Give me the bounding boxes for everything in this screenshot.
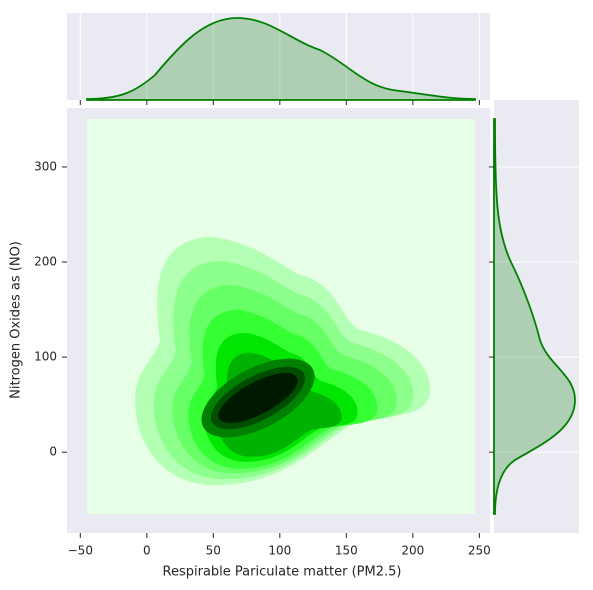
density-contours <box>135 237 430 485</box>
contour-level <box>218 372 298 424</box>
x-tick-label: −50 <box>68 544 93 558</box>
right-margin-axes <box>494 100 579 533</box>
x-axis-label: Respirable Pariculate matter (PM2.5) <box>163 565 402 580</box>
x-tick-label: 0 <box>143 544 151 558</box>
y-tick-label: 200 <box>34 255 57 269</box>
top-margin-axes <box>67 13 490 100</box>
y-tick-label: 0 <box>49 445 57 459</box>
x-tick-label: 50 <box>206 544 221 558</box>
x-marginal-kde <box>86 17 476 101</box>
y-axis-label: Nitrogen Oxides as (NO) <box>9 241 24 399</box>
x-tick-label: 100 <box>268 544 291 558</box>
y-marginal-kde <box>493 118 576 515</box>
x-tick-label: 250 <box>468 544 491 558</box>
y-tick-label: 300 <box>34 159 57 173</box>
x-tick-label: 150 <box>335 544 358 558</box>
x-tick-label: 200 <box>401 544 424 558</box>
y-tick-label: 100 <box>34 350 57 364</box>
